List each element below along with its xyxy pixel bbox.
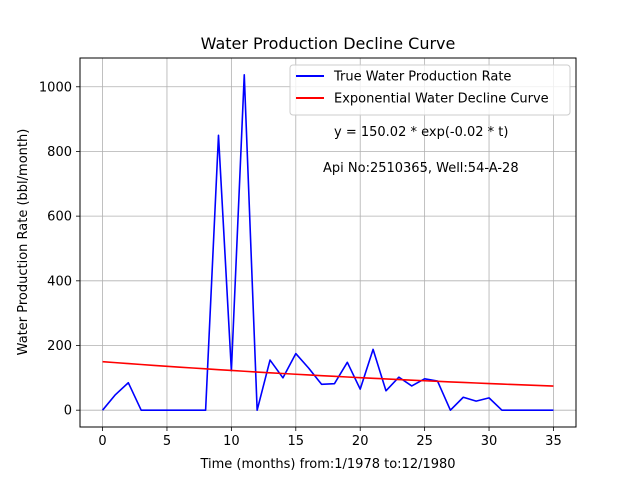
equation-annotation: y = 150.02 * exp(-0.02 * t) <box>334 125 508 140</box>
legend-label-true-rate: True Water Production Rate <box>333 70 511 85</box>
chart-title: Water Production Decline Curve <box>201 34 456 53</box>
y-tick-label: 400 <box>47 274 72 289</box>
x-axis-label: Time (months) from:1/1978 to:12/1980 <box>199 457 455 472</box>
y-axis-ticks: 0 200 400 600 800 1000 <box>39 80 80 419</box>
x-tick-label: 15 <box>288 434 305 449</box>
x-tick-label: 35 <box>545 434 562 449</box>
series-line-decline-curve <box>102 360 554 387</box>
x-tick-label: 10 <box>223 434 240 449</box>
x-tick-label: 5 <box>163 434 171 449</box>
well-annotation: Api No:2510365, Well:54-A-28 <box>323 161 519 176</box>
x-axis-ticks: 0 5 10 15 20 25 30 35 <box>98 427 562 449</box>
legend-label-decline-curve: Exponential Water Decline Curve <box>334 92 549 107</box>
legend: True Water Production Rate Exponential W… <box>289 64 571 116</box>
y-tick-label: 0 <box>64 404 72 419</box>
series-line-true-rate <box>101 74 554 411</box>
x-tick-label: 20 <box>352 434 369 449</box>
y-tick-label: 1000 <box>39 80 72 95</box>
plot-frame <box>79 57 577 428</box>
y-tick-label: 200 <box>47 339 72 354</box>
y-tick-label: 800 <box>47 145 72 160</box>
legend-box <box>289 64 571 116</box>
plot-lines <box>101 74 554 411</box>
x-tick-label: 0 <box>98 434 106 449</box>
y-tick-label: 600 <box>47 210 72 225</box>
x-tick-label: 30 <box>481 434 498 449</box>
y-axis-label: Water Production Rate (bbl/month) <box>16 129 31 356</box>
x-tick-label: 25 <box>416 434 433 449</box>
